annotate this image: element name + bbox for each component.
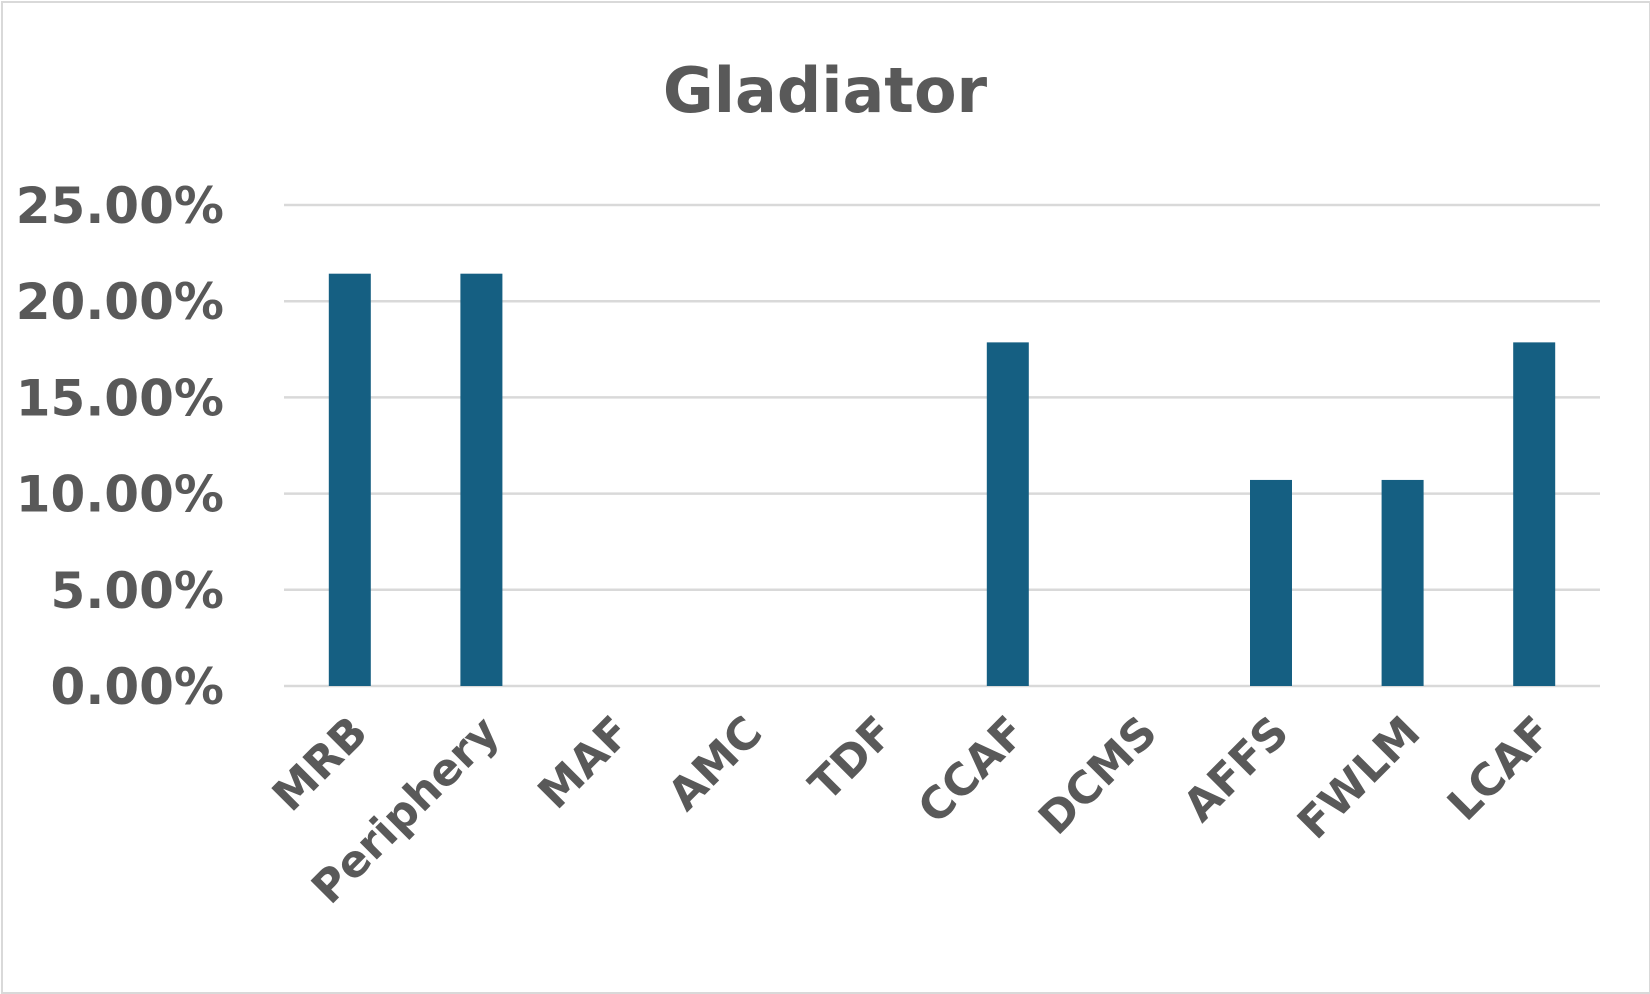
x-tick-label: CCAF (909, 707, 1036, 834)
x-tick-label: MRB (263, 707, 378, 822)
x-tick-label: DCMS (1029, 707, 1167, 845)
y-tick-label: 0.00% (51, 658, 224, 716)
y-tick-label: 10.00% (16, 466, 224, 524)
y-axis-tick-labels: 0.00% 5.00% 10.00% 15.00% 20.00% 25.00% (16, 177, 224, 716)
bar-lcaf (1513, 342, 1556, 686)
y-tick-label: 20.00% (16, 273, 224, 331)
x-tick-label: AFFS (1174, 707, 1299, 832)
bar-affs (1250, 479, 1292, 686)
x-tick-label: LCAF (1438, 707, 1562, 831)
bar-ccaf (986, 342, 1029, 686)
gridlines (284, 203, 1600, 688)
y-tick-label: 25.00% (16, 177, 224, 235)
bar-periphery (460, 273, 503, 686)
y-tick-label: 15.00% (16, 369, 224, 427)
x-tick-label: FWLM (1288, 707, 1430, 849)
chart-title: Gladiator (663, 54, 988, 127)
bar-mrb (328, 273, 371, 686)
x-tick-label: AMC (658, 707, 772, 821)
bars (328, 273, 1556, 686)
y-tick-label: 5.00% (51, 562, 224, 620)
x-tick-label: MAF (528, 707, 640, 819)
x-tick-label: TDF (800, 707, 904, 811)
bar-fwlm (1381, 479, 1424, 686)
